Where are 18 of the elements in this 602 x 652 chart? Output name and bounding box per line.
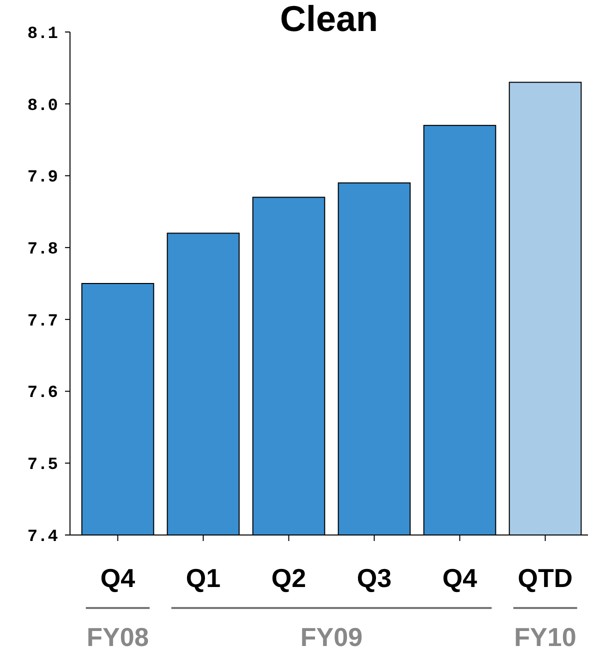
text: FY09: [300, 622, 363, 652]
y-tick-label: 8.1: [27, 24, 58, 44]
x-tick-label: Q4: [100, 563, 136, 593]
x-tick-label: Q3: [356, 563, 392, 593]
x-tick-label: QTD: [518, 563, 573, 593]
y-tick-label: 7.9: [27, 168, 58, 188]
y-tick-label: 7.8: [27, 240, 58, 260]
x-tick-label: Q1: [186, 563, 221, 593]
chart-title: Clean: [280, 0, 378, 39]
y-tick-label: 7.4: [27, 528, 58, 547]
text: FY10: [514, 622, 576, 652]
y-tick-label: 7.5: [27, 456, 58, 476]
x-tick-label: Q2: [271, 563, 306, 593]
y-tick-label: 7.7: [27, 312, 58, 332]
y-tick-label: 8.0: [27, 96, 58, 116]
x-tick-label: Q4: [442, 563, 478, 593]
y-tick-label: 7.6: [27, 384, 58, 404]
text: FY08: [86, 622, 149, 652]
